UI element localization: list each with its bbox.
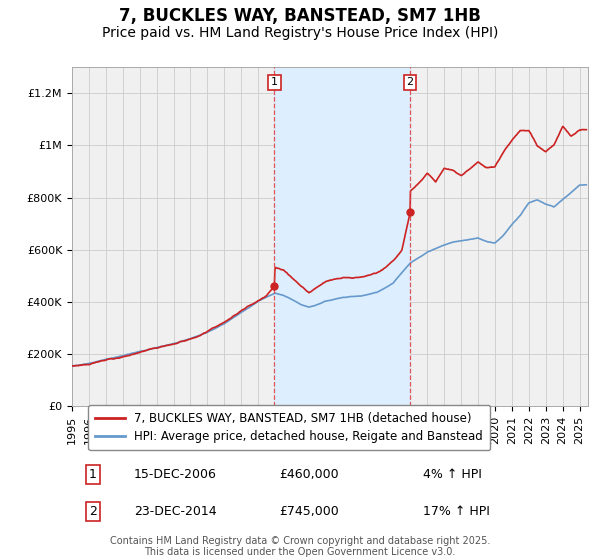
- Text: 2: 2: [89, 505, 97, 518]
- Text: 1: 1: [271, 77, 278, 87]
- Text: 2: 2: [406, 77, 413, 87]
- Bar: [274, 67, 410, 407]
- Text: 17% ↑ HPI: 17% ↑ HPI: [423, 505, 490, 518]
- Text: £745,000: £745,000: [280, 505, 339, 518]
- Text: 23-DEC-2014: 23-DEC-2014: [134, 505, 217, 518]
- Text: 15-DEC-2006: 15-DEC-2006: [134, 468, 217, 481]
- Text: £460,000: £460,000: [280, 468, 339, 481]
- Text: 4% ↑ HPI: 4% ↑ HPI: [423, 468, 482, 481]
- Legend: 7, BUCKLES WAY, BANSTEAD, SM7 1HB (detached house), HPI: Average price, detached: 7, BUCKLES WAY, BANSTEAD, SM7 1HB (detac…: [88, 405, 490, 450]
- Text: Price paid vs. HM Land Registry's House Price Index (HPI): Price paid vs. HM Land Registry's House …: [102, 26, 498, 40]
- Text: Contains HM Land Registry data © Crown copyright and database right 2025.
This d: Contains HM Land Registry data © Crown c…: [110, 535, 490, 557]
- Text: 7, BUCKLES WAY, BANSTEAD, SM7 1HB: 7, BUCKLES WAY, BANSTEAD, SM7 1HB: [119, 7, 481, 25]
- Text: 1: 1: [89, 468, 97, 481]
